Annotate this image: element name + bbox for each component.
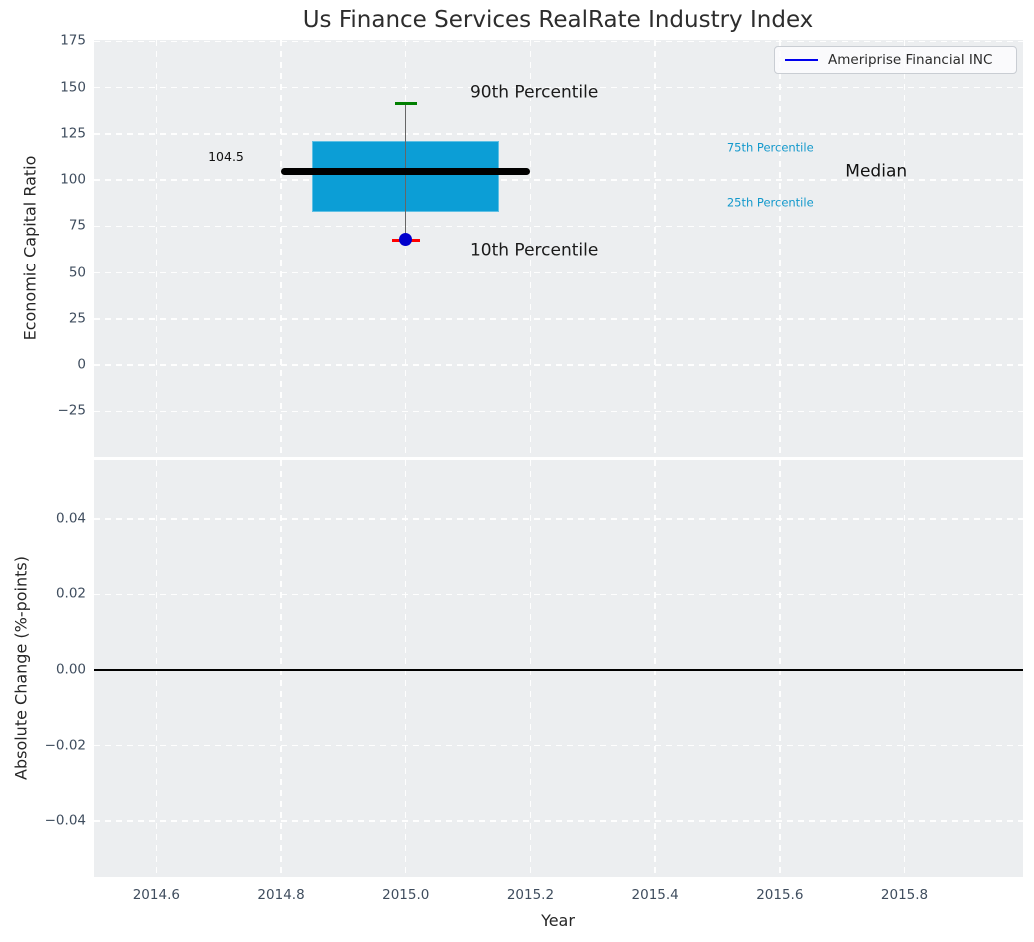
y-tick-label: −0.02 xyxy=(16,739,86,753)
y-tick-label: 50 xyxy=(16,266,86,280)
gridline-y xyxy=(94,594,1023,596)
legend-label: Ameriprise Financial INC xyxy=(828,52,992,68)
gridline-y xyxy=(94,226,1023,228)
legend: Ameriprise Financial INC xyxy=(774,46,1017,74)
gridline-y xyxy=(94,41,1023,43)
gridline-y xyxy=(94,133,1023,135)
company-dot xyxy=(399,233,412,246)
x-tick-label: 2015.2 xyxy=(507,889,554,903)
y-tick-label: −0.04 xyxy=(16,814,86,828)
gridline-x xyxy=(904,40,906,457)
x-tick-label: 2014.8 xyxy=(257,889,304,903)
x-tick-label: 2015.0 xyxy=(382,889,429,903)
y-tick-label: 175 xyxy=(16,35,86,49)
y-tick-label: 0.02 xyxy=(16,588,86,602)
x-tick-label: 2014.6 xyxy=(133,889,180,903)
figure: Us Finance Services RealRate Industry In… xyxy=(0,0,1034,942)
annotation: 75th Percentile xyxy=(727,142,814,155)
gridline-x xyxy=(779,40,781,457)
y-tick-label: 0.00 xyxy=(16,663,86,677)
chart-title: Us Finance Services RealRate Industry In… xyxy=(303,7,814,33)
gridline-y xyxy=(94,272,1023,274)
annotation: 104.5 xyxy=(208,150,244,164)
gridline-y xyxy=(94,364,1023,366)
median-line xyxy=(281,168,530,175)
y-tick-label: 0 xyxy=(16,358,86,372)
x-axis-label: Year xyxy=(541,911,575,930)
gridline-y xyxy=(94,518,1023,520)
y-tick-label: −25 xyxy=(16,405,86,419)
annotation: 10th Percentile xyxy=(470,242,598,261)
y-tick-label: 0.04 xyxy=(16,512,86,526)
x-tick-label: 2015.8 xyxy=(881,889,928,903)
gridline-x xyxy=(156,40,158,457)
gridline-y xyxy=(94,745,1023,747)
y-tick-label: 150 xyxy=(16,81,86,95)
gridline-y xyxy=(94,820,1023,822)
annotation: Median xyxy=(845,163,907,182)
y-tick-label: 100 xyxy=(16,173,86,187)
legend-line-sample xyxy=(785,59,818,62)
zero-line xyxy=(94,669,1023,671)
gridline-x xyxy=(280,40,282,457)
x-tick-label: 2015.6 xyxy=(756,889,803,903)
whisker-cap-90th xyxy=(395,102,417,105)
gridline-y xyxy=(94,318,1023,320)
y-tick-label: 75 xyxy=(16,220,86,234)
y-tick-label: 25 xyxy=(16,312,86,326)
gridline-y xyxy=(94,411,1023,413)
gridline-x xyxy=(654,40,656,457)
annotation: 25th Percentile xyxy=(727,197,814,210)
y-tick-label: 125 xyxy=(16,127,86,141)
x-tick-label: 2015.4 xyxy=(632,889,679,903)
top-plot-area: 104.5 90th Percentile 10th Percentile 75th … xyxy=(94,40,1023,457)
annotation: 90th Percentile xyxy=(470,84,598,103)
bottom-plot-area xyxy=(94,460,1023,877)
